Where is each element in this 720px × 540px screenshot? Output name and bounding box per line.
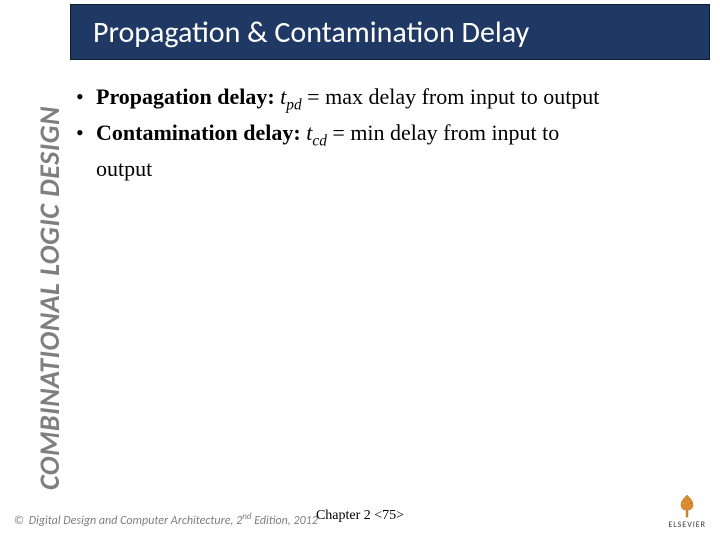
bullet-label: Propagation delay: bbox=[96, 84, 275, 109]
subscript-cd: cd bbox=[312, 133, 327, 150]
copyright-icon: © bbox=[14, 514, 24, 528]
slide: COMBINATIONAL LOGIC DESIGN Propagation &… bbox=[0, 0, 720, 540]
sidebar-chapter-label: COMBINATIONAL LOGIC DESIGN bbox=[32, 106, 67, 490]
copyright-text: © Digital Design and Computer Architectu… bbox=[14, 511, 318, 528]
bullet-label: Contamination delay: bbox=[96, 120, 301, 145]
bullet-contamination: Contamination delay: tcd = min delay fro… bbox=[74, 118, 694, 152]
tree-icon bbox=[674, 493, 700, 519]
bullet-continuation: output bbox=[74, 154, 694, 184]
content-area: Propagation delay: tpd = max delay from … bbox=[74, 82, 694, 184]
bullet-rest: = min delay from input to bbox=[327, 120, 559, 145]
publisher-logo: ELSEVIER bbox=[668, 493, 706, 530]
bullet-rest: = max delay from input to output bbox=[302, 84, 600, 109]
slide-title: Propagation & Contamination Delay bbox=[93, 14, 529, 51]
copyright-pre: Digital Design and Computer Architecture… bbox=[29, 514, 242, 528]
subscript-pd: pd bbox=[286, 96, 301, 113]
copyright-post: Edition, 2012 bbox=[251, 514, 317, 528]
bullet-list: Propagation delay: tpd = max delay from … bbox=[74, 82, 694, 152]
chapter-page: Chapter 2 <75> bbox=[316, 508, 404, 524]
title-bar: Propagation & Contamination Delay bbox=[70, 4, 710, 60]
footer: © Digital Design and Computer Architectu… bbox=[0, 500, 720, 530]
bullet-propagation: Propagation delay: tpd = max delay from … bbox=[74, 82, 694, 116]
publisher-name: ELSEVIER bbox=[668, 520, 706, 530]
